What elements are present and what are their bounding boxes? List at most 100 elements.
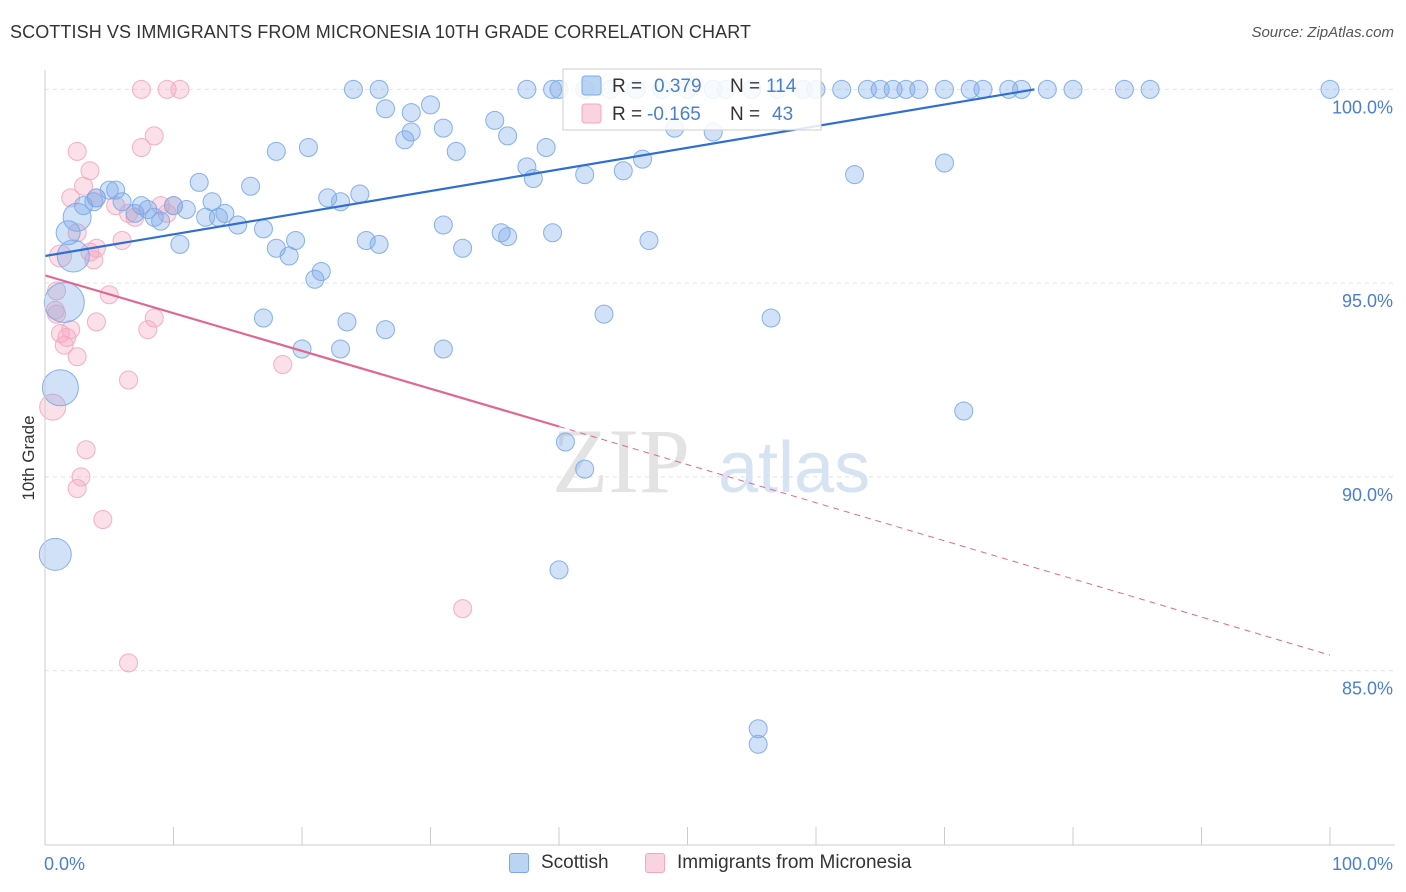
scottish-point-100 — [761, 308, 781, 328]
scottish-point-88 — [208, 207, 228, 227]
y-tick-label-2: 90.0% — [1342, 485, 1393, 505]
scottish-point-86 — [144, 207, 164, 227]
scottish-point-18 — [1140, 79, 1160, 99]
y-tick-label-1: 95.0% — [1342, 291, 1393, 311]
legend-n-label-micronesia: N = — [730, 104, 765, 125]
scottish-point-21 — [433, 118, 453, 138]
micronesia-point-37 — [93, 510, 113, 529]
scottish-point-81 — [62, 202, 92, 232]
scottish-point-17 — [1114, 79, 1134, 99]
legend-swatch-micronesia-bottom — [645, 853, 665, 873]
scottish-point-38 — [896, 79, 916, 99]
micronesia-point-27 — [67, 347, 87, 367]
legend-r-label-micronesia: R = — [612, 104, 647, 125]
series-micronesia-points — [39, 79, 473, 673]
scottish-point-101 — [639, 231, 659, 250]
x-tick-label-1: 100.0% — [1332, 854, 1393, 874]
micronesia-point-40 — [453, 599, 473, 619]
scottish-point-0 — [376, 99, 396, 119]
scottish-point-65 — [241, 176, 261, 196]
scottish-point-70 — [305, 269, 325, 289]
scottish-point-92 — [253, 308, 273, 328]
watermark-atlas: atlas — [718, 428, 870, 508]
scottish-point-20 — [421, 95, 440, 115]
legend-n-value-micronesia: 43 — [772, 104, 793, 125]
legend-swatch-scottish — [581, 75, 602, 96]
scottish-point-56 — [138, 200, 158, 219]
source-label: Source: ZipAtlas.com — [1251, 24, 1394, 41]
scottish-point-31 — [633, 149, 653, 169]
legend-r-label-scottish: R = — [612, 76, 647, 97]
scottish-point-95 — [337, 312, 357, 332]
micronesia-point-33 — [119, 370, 139, 390]
micronesia-point-34 — [76, 440, 96, 460]
stats-legend: R = 0.379 N = 114 R = -0.165 N = 43 — [562, 68, 822, 131]
scottish-point-84 — [84, 192, 104, 212]
scottish-point-106 — [748, 719, 768, 739]
scottish-point-36 — [845, 165, 865, 185]
scottish-point-71 — [311, 262, 331, 281]
scottish-point-37 — [870, 79, 890, 99]
micronesia-point-4 — [131, 138, 151, 157]
legend-swatch-micronesia — [581, 103, 602, 124]
grid-lines — [45, 88, 1395, 672]
micronesia-point-3 — [144, 126, 164, 146]
micronesia-point-8 — [74, 176, 94, 196]
scottish-point-29 — [575, 165, 595, 185]
scottish-point-90 — [41, 369, 79, 407]
scottish-point-87 — [170, 234, 190, 254]
scottish-point-44 — [298, 138, 318, 157]
y-axis-label: 10th Grade — [19, 415, 38, 500]
scottish-point-107 — [748, 734, 768, 754]
legend-item-scottish[interactable]: Scottish — [509, 852, 609, 874]
scottish-point-48 — [446, 141, 466, 161]
micronesia-point-18 — [67, 223, 87, 243]
micronesia-point-41 — [57, 327, 77, 347]
watermark-zip: ZIP — [552, 410, 690, 512]
scottish-point-89 — [43, 282, 85, 323]
scottish-point-103 — [555, 432, 575, 452]
micronesia-point-31 — [144, 308, 164, 328]
legend-r-value-micronesia: -0.165 — [647, 104, 701, 125]
micronesia-point-2 — [170, 79, 190, 99]
y-tick-labels: 100.0% 95.0% 90.0% 85.0% — [1332, 97, 1393, 698]
scottish-point-99 — [594, 304, 614, 324]
scottish-point-80 — [498, 227, 518, 247]
micronesia-point-5 — [67, 141, 87, 161]
micronesia-point-36 — [67, 479, 87, 498]
trendline-1 — [44, 274, 560, 428]
micronesia-point-35 — [71, 467, 91, 487]
scottish-point-16 — [1037, 79, 1057, 99]
micronesia-point-28 — [86, 312, 106, 332]
legend-n-value-scottish: 114 — [766, 76, 797, 97]
scottish-point-98 — [543, 223, 563, 243]
legend-label-scottish: Scottish — [541, 852, 609, 873]
scottish-point-58 — [164, 196, 183, 216]
scottish-point-43 — [395, 130, 415, 150]
micronesia-point-39 — [119, 653, 139, 673]
stats-legend-box — [562, 68, 822, 131]
scottish-point-13 — [935, 79, 954, 99]
micronesia-point-38 — [273, 355, 293, 374]
watermark: ZIP atlas — [552, 410, 870, 512]
scottish-point-78 — [453, 238, 473, 258]
scottish-point-66 — [253, 219, 273, 239]
legend-item-micronesia[interactable]: Immigrants from Micronesia — [645, 852, 911, 874]
scottish-point-53 — [112, 192, 132, 212]
scottish-point-23 — [485, 110, 505, 130]
scottish-point-2 — [543, 79, 563, 99]
scottish-point-9 — [832, 79, 852, 99]
axes — [44, 70, 1395, 846]
scottish-point-75 — [356, 231, 376, 250]
scottish-point-46 — [369, 79, 389, 99]
svg-text:R = 0.379 N =: R = 0.379 N = 114 — [612, 76, 797, 97]
scottish-point-27 — [536, 138, 556, 157]
scottish-point-22 — [401, 103, 421, 123]
x-tick-labels: 0.0% 100.0% — [44, 854, 1393, 874]
trendline-0 — [44, 88, 1035, 258]
scottish-point-42 — [1063, 79, 1083, 99]
chart-title: SCOTTISH VS IMMIGRANTS FROM MICRONESIA 1… — [10, 22, 752, 42]
scottish-point-45 — [343, 79, 363, 99]
micronesia-point-0 — [131, 79, 151, 99]
scottish-point-76 — [369, 234, 389, 254]
